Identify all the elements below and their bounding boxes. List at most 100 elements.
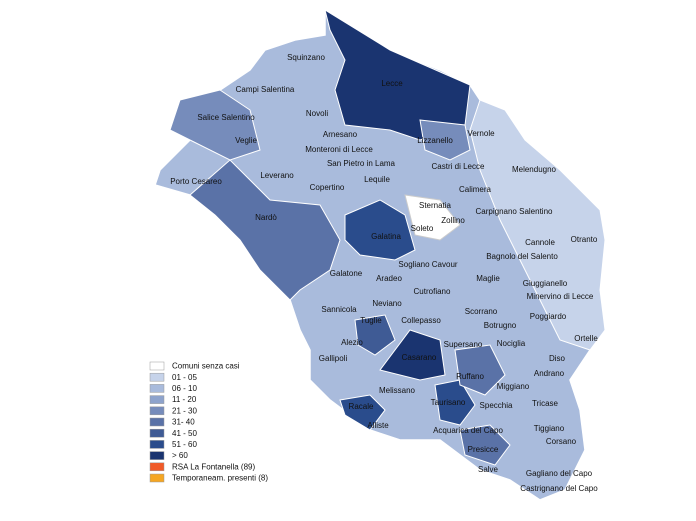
legend-swatch — [149, 473, 165, 483]
town-label: Cutrofiano — [414, 287, 451, 296]
town-label: Castri di Lecce — [432, 162, 485, 171]
town-label: Botrugno — [484, 321, 517, 330]
town-label: Melissano — [379, 386, 416, 395]
town-label: Tuglie — [360, 316, 382, 325]
town-label: Gallipoli — [319, 354, 348, 363]
area — [459, 424, 511, 466]
town-labels: Squinzano Lecce Campi Salentina Novoli Salic… — [170, 53, 598, 493]
town-label: Sternatia — [419, 201, 452, 210]
town-label: Squinzano — [287, 53, 325, 62]
town-label: Carpignano Salentino — [476, 207, 553, 216]
town-label: Veglie — [235, 136, 257, 145]
legend-label: 21 - 30 — [172, 406, 197, 415]
town-label: Aradeo — [376, 274, 402, 283]
town-label: Neviano — [372, 299, 402, 308]
town-label: Scorrano — [465, 307, 498, 316]
town-label: Nardò — [255, 213, 277, 222]
town-label: Casarano — [402, 353, 437, 362]
town-label: Miggiano — [497, 382, 530, 391]
legend-swatch — [149, 451, 165, 460]
legend-swatch — [149, 384, 165, 393]
town-label: Sogliano Cavour — [398, 260, 457, 269]
legend-swatch — [149, 372, 165, 382]
town-label: Minervino di Lecce — [527, 292, 594, 301]
town-label: Castrignano del Capo — [520, 484, 598, 493]
area — [404, 194, 461, 241]
town-label: Collepasso — [401, 316, 441, 325]
town-label: Arnesano — [323, 130, 358, 139]
area — [189, 159, 341, 301]
town-label: Sannicola — [321, 305, 357, 314]
town-label: Poggiardo — [530, 312, 567, 321]
legend: Comuni senza casi 01 - 05 06 - 10 11 - 20 21… — [149, 361, 268, 483]
legend-swatch — [149, 428, 165, 438]
legend-swatch — [149, 417, 165, 427]
town-label: Cannole — [525, 238, 555, 247]
town-label: Taurisano — [431, 398, 466, 407]
area — [419, 119, 471, 161]
town-label: Maglie — [476, 274, 500, 283]
town-label: Novoli — [306, 109, 328, 118]
town-label: Acquarica del Capo — [433, 426, 503, 435]
town-label: Lizzanello — [417, 136, 453, 145]
town-label: Giuggianello — [523, 279, 568, 288]
town-label: Diso — [549, 354, 566, 363]
legend-label: 31- 40 — [172, 418, 195, 427]
town-label: Porto Cesareo — [170, 177, 222, 186]
legend-label: 51 - 60 — [172, 440, 197, 449]
town-label: Melendugno — [512, 165, 557, 174]
legend-swatch — [149, 395, 165, 404]
legend-swatch — [149, 440, 165, 449]
town-label: Galatone — [330, 269, 363, 278]
area — [339, 394, 386, 431]
legend-swatch — [149, 462, 165, 472]
town-label: Zollino — [441, 216, 465, 225]
town-label: Salice Salentino — [197, 113, 255, 122]
town-label: Presicce — [468, 445, 499, 454]
town-label: Alliste — [367, 421, 389, 430]
town-label: Lecce — [381, 79, 403, 88]
town-label: Andrano — [534, 369, 565, 378]
legend-label: RSA La Fontanella (89) — [172, 462, 255, 471]
town-label: Gagliano del Capo — [526, 469, 593, 478]
town-label: Ortelle — [574, 334, 598, 343]
area — [169, 89, 261, 161]
town-label: Otranto — [571, 235, 598, 244]
town-label: Lequile — [364, 175, 390, 184]
legend-label: 11 - 20 — [172, 395, 197, 404]
town-label: Tiggiano — [534, 424, 565, 433]
legend-label: 41 - 50 — [172, 429, 197, 438]
legend-label: 06 - 10 — [172, 384, 197, 393]
town-label: Racale — [349, 402, 374, 411]
town-label: Leverano — [260, 171, 294, 180]
area — [469, 99, 606, 351]
town-label: Soleto — [411, 224, 434, 233]
legend-swatch — [149, 406, 165, 416]
town-label: Corsano — [546, 437, 577, 446]
area — [379, 329, 446, 381]
town-label: Calimera — [459, 185, 492, 194]
town-label: Campi Salentina — [236, 85, 295, 94]
area — [344, 199, 416, 261]
town-label: Copertino — [310, 183, 345, 192]
town-label: Specchia — [480, 401, 513, 410]
legend-label: > 60 — [172, 451, 188, 460]
area — [454, 344, 506, 396]
town-label: Vernole — [467, 129, 495, 138]
town-label: Alezio — [341, 338, 363, 347]
town-label: Nociglia — [497, 339, 526, 348]
town-label: Galatina — [371, 232, 401, 241]
town-label: Ruffano — [456, 372, 484, 381]
area — [354, 314, 396, 356]
town-label: Supersano — [444, 340, 483, 349]
legend-label: Comuni senza casi — [172, 362, 240, 371]
town-label: San Pietro in Lama — [327, 159, 396, 168]
legend-label: Temporaneam. presenti (8) — [172, 474, 268, 483]
town-label: Bagnolo del Salento — [486, 252, 558, 261]
legend-label: 01 - 05 — [172, 373, 197, 382]
area — [324, 8, 471, 141]
legend-swatch — [149, 361, 165, 371]
town-label: Monteroni di Lecce — [305, 145, 373, 154]
town-label: Salve — [478, 465, 499, 474]
